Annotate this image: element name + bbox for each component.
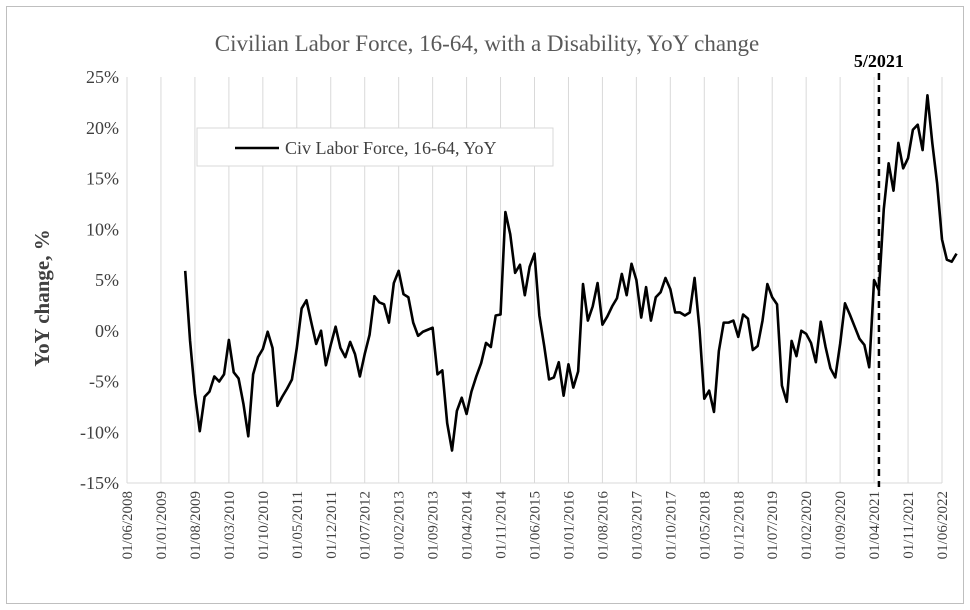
x-tick-label: 01/09/2020: [833, 491, 849, 559]
y-tick-label: 20%: [86, 118, 119, 138]
x-tick-label: 01/05/2011: [290, 491, 306, 559]
y-tick-label: -5%: [89, 372, 119, 392]
x-tick-label: 01/09/2013: [426, 491, 442, 559]
x-tick-label: 01/02/2020: [799, 491, 815, 559]
y-tick-label: 10%: [86, 219, 119, 239]
legend-entry: Civ Labor Force, 16-64, YoY: [285, 138, 497, 158]
series-layer: [183, 93, 958, 452]
y-tick-label: -15%: [80, 473, 119, 493]
y-tick-label: 5%: [95, 270, 119, 290]
legend-box: [196, 127, 554, 167]
x-tick-label: 01/01/2009: [154, 491, 170, 559]
y-axis-ticks: -15% -10% -5% 0% 5% 10% 15% 20% 25%: [80, 67, 119, 493]
x-tick-label: 01/08/2009: [188, 491, 204, 559]
series-line: [183, 93, 958, 452]
line-chart: Civilian Labor Force, 16-64, with a Disa…: [30, 31, 958, 560]
x-axis-ticks: 01/06/2008 01/01/2009 01/08/2009 01/03/2010…: [120, 491, 951, 560]
x-tick-label: 01/12/2018: [731, 491, 747, 559]
x-tick-label: 01/12/2011: [324, 491, 340, 559]
x-tick-label: 01/07/2012: [358, 491, 374, 559]
annotation-5-2021: 5/2021: [854, 51, 904, 487]
x-tick-label: 01/03/2017: [629, 491, 645, 560]
legend: Civ Labor Force, 16-64, YoY: [196, 127, 554, 167]
x-tick-label: 01/03/2010: [222, 491, 238, 559]
y-axis-label: YoY change, %: [30, 229, 54, 366]
x-tick-label: 01/01/2016: [561, 491, 577, 560]
annotation-label: 5/2021: [854, 51, 904, 71]
x-tick-label: 01/10/2017: [663, 491, 679, 560]
chart-title: Civilian Labor Force, 16-64, with a Disa…: [215, 31, 759, 56]
x-tick-label: 01/05/2018: [697, 491, 713, 559]
x-tick-label: 01/02/2013: [392, 491, 408, 559]
x-tick-label: 01/07/2019: [765, 491, 781, 559]
y-tick-label: -10%: [80, 422, 119, 442]
y-tick-label: 15%: [86, 169, 119, 189]
x-tick-label: 01/11/2021: [901, 491, 917, 559]
x-tick-label: 01/04/2014: [460, 491, 476, 560]
y-tick-label: 25%: [86, 67, 119, 87]
x-tick-label: 01/08/2016: [595, 491, 611, 560]
x-tick-label: 01/11/2014: [494, 491, 510, 559]
y-tick-label: 0%: [95, 321, 119, 341]
x-tick-label: 01/06/2015: [528, 491, 544, 559]
x-tick-label: 01/06/2022: [935, 491, 951, 559]
chart-frame: Civilian Labor Force, 16-64, with a Disa…: [6, 6, 964, 604]
x-tick-label: 01/06/2008: [120, 491, 136, 559]
x-tick-label: 01/10/2010: [256, 491, 272, 559]
x-tick-label: 01/04/2021: [867, 491, 883, 559]
